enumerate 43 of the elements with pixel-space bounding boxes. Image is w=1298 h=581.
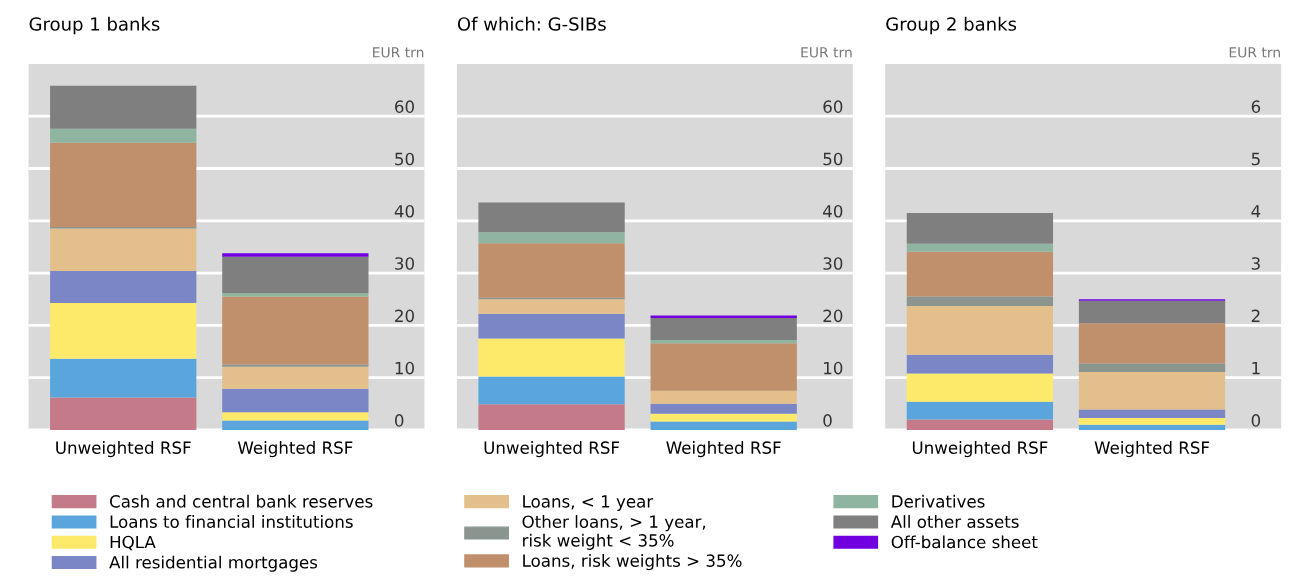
y-tick-label: 6 xyxy=(1251,100,1261,113)
chart-title: Of which: G-SIBs xyxy=(457,16,606,31)
y-tick-label: 20 xyxy=(823,309,843,323)
x-tick-label: Weighted RSF xyxy=(1094,441,1210,458)
y-axis-title: EUR trn xyxy=(801,47,852,58)
y-tick-label: 40 xyxy=(823,204,843,218)
x-tick-label: Weighted RSF xyxy=(237,441,353,458)
legend-label: Loans to financial institutions xyxy=(110,515,353,528)
legend-label: Cash and central bank reserves xyxy=(110,494,373,508)
x-tick-label: Unweighted RSF xyxy=(56,441,191,458)
legend-label: Loans, risk weights > 35% xyxy=(523,554,742,571)
y-axis-title: EUR trn xyxy=(1229,47,1280,58)
y-tick-label: 50 xyxy=(395,152,414,166)
chart-title: Group 1 banks xyxy=(29,16,160,35)
y-tick-label: 60 xyxy=(395,100,414,113)
y-tick-label: 50 xyxy=(823,152,843,166)
x-tick-label: Unweighted RSF xyxy=(912,441,1048,458)
y-tick-label: 3 xyxy=(1251,257,1260,270)
y-tick-label: 60 xyxy=(823,100,843,113)
legend-label: Derivatives xyxy=(892,494,985,508)
y-tick-label: 40 xyxy=(394,204,414,218)
y-tick-label: 0 xyxy=(1251,414,1261,427)
chart-title: Group 2 banks xyxy=(886,16,1017,35)
legend-label: Other loans, > 1 year, risk weight < 35% xyxy=(522,515,706,550)
y-tick-label: 0 xyxy=(394,414,404,427)
y-axis-title: EUR trn xyxy=(373,47,424,58)
legend-label: All residential mortgages xyxy=(109,555,318,572)
legend-label: Loans, < 1 year xyxy=(523,495,654,511)
y-tick-label: 4 xyxy=(1251,205,1261,218)
y-tick-label: 2 xyxy=(1251,309,1260,322)
y-tick-label: 10 xyxy=(824,361,843,375)
legend-label: All other assets xyxy=(890,515,1019,528)
legend-label: Off-balance sheet xyxy=(891,535,1038,549)
x-tick-label: Weighted RSF xyxy=(666,441,781,458)
y-tick-label: 30 xyxy=(823,257,843,270)
y-tick-label: 20 xyxy=(395,309,414,323)
x-tick-label: Unweighted RSF xyxy=(484,441,620,458)
y-tick-label: 1 xyxy=(1252,362,1260,375)
y-tick-label: 0 xyxy=(823,414,832,427)
legend-label: HQLA xyxy=(110,535,156,551)
y-tick-label: 30 xyxy=(395,257,414,270)
y-tick-label: 5 xyxy=(1251,152,1260,166)
y-tick-label: 10 xyxy=(395,361,414,375)
